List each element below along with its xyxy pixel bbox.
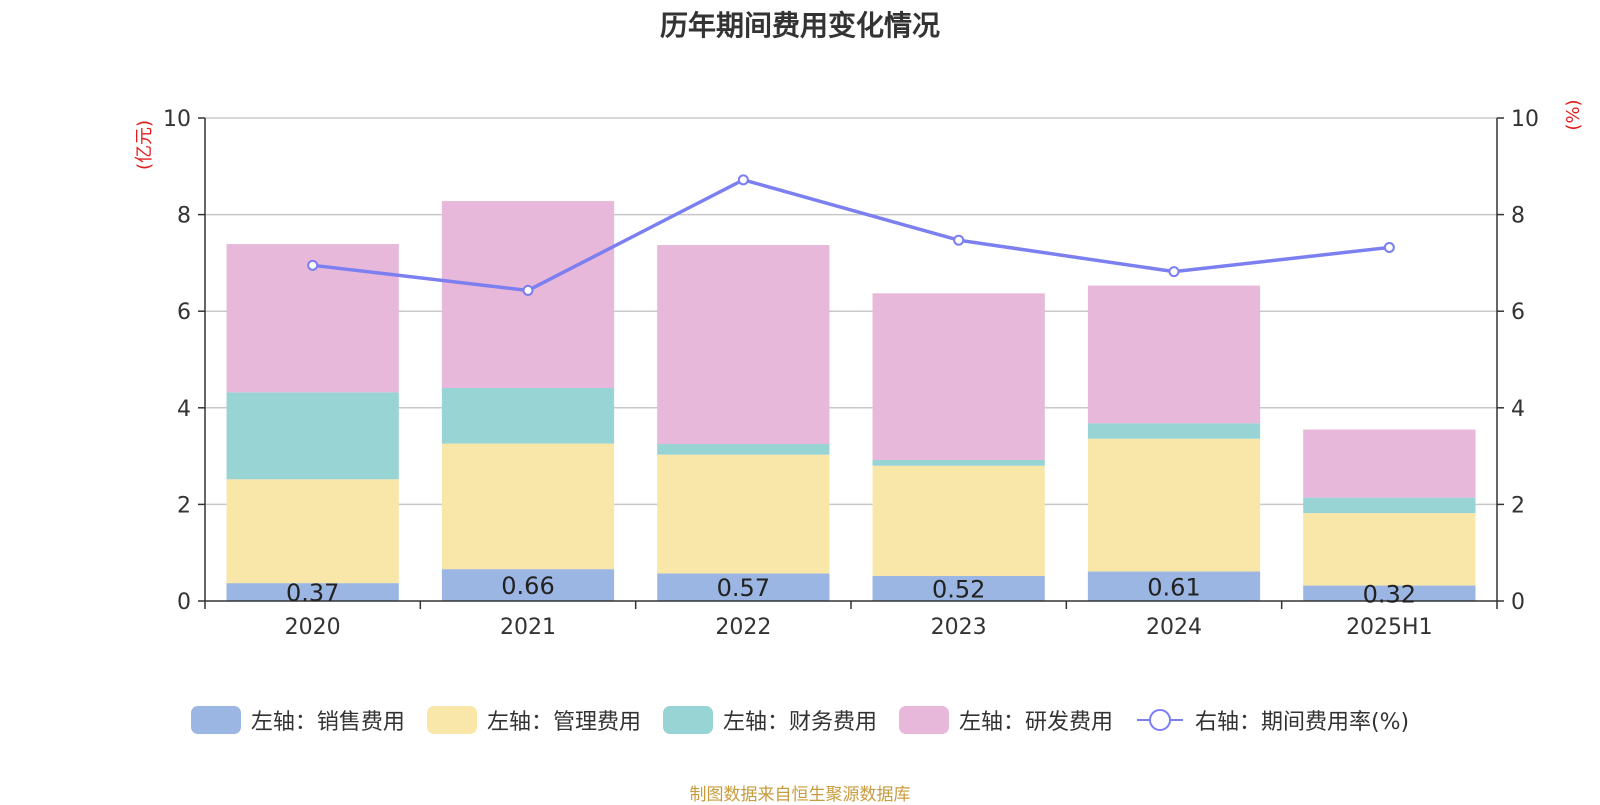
bar-data-label: 0.57 (717, 574, 770, 602)
bar-segment[interactable] (872, 293, 1045, 460)
bar-segment[interactable] (657, 245, 830, 445)
legend-swatch (662, 706, 713, 734)
bar-segment[interactable] (1303, 429, 1476, 498)
bar-segment[interactable] (441, 569, 615, 601)
rate-point[interactable] (953, 234, 965, 246)
legend-item[interactable]: 左轴：管理费用 (426, 704, 641, 736)
legend-label: 左轴：销售费用 (250, 710, 405, 735)
legend: 左轴：销售费用 左轴：管理费用 左轴：财务费用 左轴：研发费用 右轴：期间费用率(%) (0, 704, 1600, 736)
bar-data-label: 0.37 (286, 579, 339, 607)
legend-swatch (426, 706, 477, 734)
rate-point[interactable] (1383, 241, 1395, 253)
bar-segment[interactable] (1303, 497, 1476, 514)
bar-segment[interactable] (226, 479, 399, 584)
rate-point[interactable] (737, 174, 749, 186)
bar-segment[interactable] (657, 444, 830, 455)
right-axis-unit: (%) (1563, 99, 1584, 130)
right-tick-label: 8 (1511, 204, 1525, 229)
x-tick-label: 2020 (285, 615, 341, 640)
bar-data-label: 0.52 (932, 575, 985, 603)
left-axis-unit: (亿元) (134, 120, 155, 170)
left-tick-label: 0 (177, 590, 191, 615)
legend-item[interactable]: 左轴：研发费用 (898, 704, 1113, 736)
x-tick-label: 2022 (715, 615, 771, 640)
legend-label: 左轴：财务费用 (722, 710, 877, 735)
right-tick-label: 0 (1511, 590, 1525, 615)
bar-segment[interactable] (1087, 285, 1261, 424)
legend-label: 右轴：期间费用率(%) (1194, 710, 1410, 735)
chart-canvas: 0 2 4 6 8 10 0 2 4 6 8 10 (亿元) (%) 2020 2021 2022 2023 202… (134, 99, 1584, 640)
x-tick-label: 2025H1 (1346, 615, 1433, 640)
right-tick-label: 10 (1511, 107, 1539, 132)
rate-line[interactable] (312, 177, 1390, 293)
legend-label: 左轴：研发费用 (958, 710, 1113, 735)
x-tick-label: 2021 (500, 615, 556, 640)
bar-segment[interactable] (657, 573, 830, 601)
x-tick-label: 2024 (1146, 615, 1202, 640)
bar-segment[interactable] (872, 465, 1045, 576)
bar-segment[interactable] (657, 454, 830, 574)
bar-segment[interactable] (1087, 571, 1261, 601)
left-tick-label: 4 (177, 397, 191, 422)
bar-segment[interactable] (441, 443, 615, 570)
bar-segment[interactable] (1303, 585, 1476, 601)
legend-line-icon (1136, 709, 1183, 731)
bar-segment[interactable] (872, 575, 1045, 601)
bar-segment[interactable] (441, 387, 615, 444)
left-tick-label: 2 (177, 493, 191, 518)
bar-segment[interactable] (1303, 513, 1476, 586)
left-tick-label: 6 (177, 300, 191, 325)
right-tick-label: 4 (1511, 397, 1525, 422)
chart-title: 历年期间费用变化情况 (659, 9, 940, 42)
legend-item[interactable]: 右轴：期间费用率(%) (1135, 704, 1409, 736)
x-tick-label: 2023 (931, 615, 987, 640)
rate-point[interactable] (1168, 266, 1180, 278)
left-tick-label: 10 (163, 107, 191, 132)
left-tick-label: 8 (177, 204, 191, 229)
bar-segment[interactable] (872, 459, 1045, 466)
right-tick-label: 2 (1511, 493, 1525, 518)
bar-segment[interactable] (1087, 438, 1261, 572)
bar-data-label: 0.32 (1363, 580, 1416, 608)
legend-item[interactable]: 左轴：财务费用 (662, 704, 877, 736)
right-tick-label: 6 (1511, 300, 1525, 325)
rate-point[interactable] (522, 284, 534, 296)
bar-data-label: 0.61 (1147, 573, 1200, 601)
legend-swatch (898, 706, 949, 734)
bar-segment[interactable] (226, 392, 399, 480)
bar-segment[interactable] (1087, 423, 1261, 439)
bar-segment[interactable] (226, 583, 399, 601)
legend-label: 左轴：管理费用 (486, 710, 641, 735)
legend-item[interactable]: 左轴：销售费用 (190, 704, 405, 736)
source-note: 制图数据来自恒生聚源数据库 (689, 785, 911, 805)
legend-swatch (190, 706, 241, 734)
rate-point[interactable] (307, 259, 319, 271)
bar-data-label: 0.66 (501, 572, 554, 600)
